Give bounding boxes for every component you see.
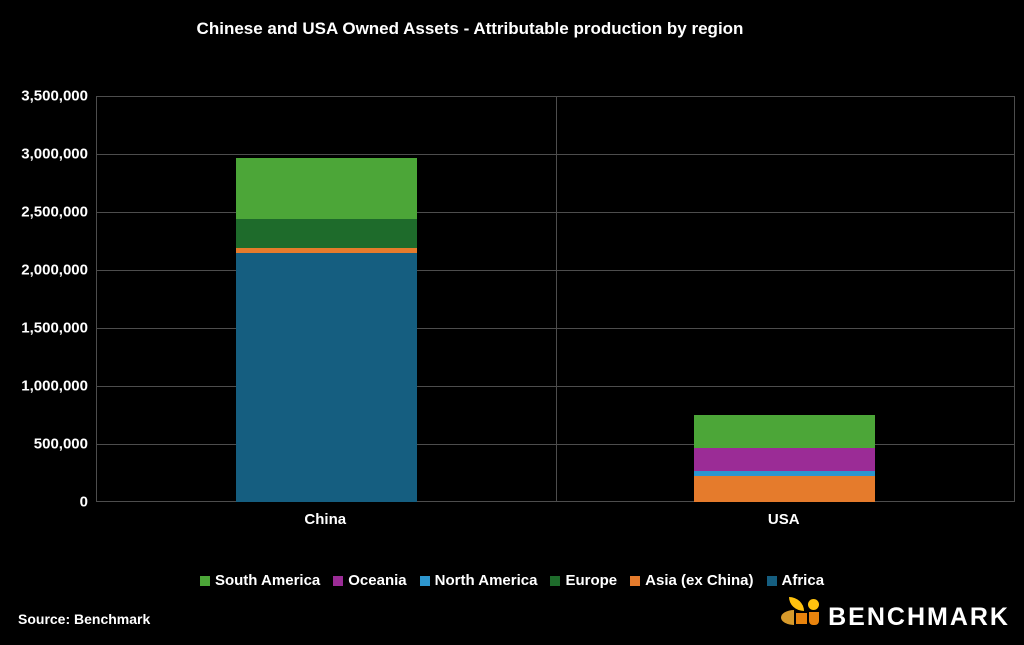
y-axis-tick-label: 0 — [79, 493, 88, 511]
bar-segment-europe — [236, 218, 417, 248]
x-axis: China USA — [96, 511, 1013, 533]
logo-stem-shape — [809, 612, 820, 625]
legend-swatch-south-america — [199, 575, 210, 586]
source-text: Source: Benchmark — [18, 611, 151, 627]
gridline — [97, 154, 1014, 155]
logo-half-shape — [781, 610, 795, 625]
bar-segment-south-america — [694, 415, 875, 449]
legend-label: Oceania — [348, 572, 407, 589]
bar-usa — [694, 96, 875, 502]
legend-item-oceania: Oceania — [333, 572, 407, 589]
y-axis-tick-label: 2,000,000 — [21, 261, 88, 279]
legend-swatch-asia-ex-china — [630, 575, 641, 586]
legend-label: Asia (ex China) — [645, 572, 754, 589]
legend-label: Africa — [781, 572, 825, 589]
logo-square-shape — [796, 613, 808, 624]
bar-segment-south-america — [236, 158, 417, 219]
y-axis-tick-label: 1,500,000 — [21, 319, 88, 337]
benchmark-logo-text: BENCHMARK — [828, 602, 1010, 631]
y-axis-tick-label: 500,000 — [33, 435, 88, 453]
legend-item-europe: Europe — [550, 572, 617, 589]
benchmark-logo: BENCHMARK — [781, 596, 1010, 638]
legend-label: South America — [214, 572, 321, 589]
gridline — [97, 328, 1014, 329]
chart-title: Chinese and USA Owned Assets - Attributa… — [196, 19, 744, 38]
legend-swatch-north-america — [419, 575, 430, 586]
legend-swatch-africa — [766, 575, 777, 586]
bar-segment-asia-ex-china — [694, 475, 875, 502]
y-axis-tick-label: 3,000,000 — [21, 145, 88, 163]
logo-dot-shape — [808, 599, 820, 610]
gridline — [97, 96, 1014, 97]
gridline — [97, 212, 1014, 213]
x-axis-label-china: China — [304, 511, 347, 528]
bar-segment-north-america — [694, 471, 875, 476]
legend-swatch-oceania — [333, 575, 344, 586]
y-axis-tick-label: 2,500,000 — [21, 203, 88, 221]
y-axis: 3,500,000 3,000,000 2,500,000 2,000,000 1,50… — [0, 88, 88, 511]
legend-label: Europe — [565, 572, 618, 589]
gridline — [97, 270, 1014, 271]
bar-segment-asia-ex-china — [236, 247, 417, 253]
benchmark-logo-icon — [781, 596, 821, 638]
x-axis-label-usa: USA — [767, 511, 800, 528]
y-axis-tick-label: 3,500,000 — [21, 87, 88, 105]
plot-area — [96, 96, 1015, 502]
gridline — [97, 386, 1014, 387]
legend: South America Oceania North America Europe A… — [0, 572, 1024, 589]
category-separator-line — [556, 96, 557, 502]
legend-item-north-america: North America — [419, 572, 538, 589]
legend-item-africa: Africa — [766, 572, 825, 589]
bar-segment-oceania — [694, 448, 875, 472]
legend-label: North America — [434, 572, 538, 589]
gridline — [97, 501, 1014, 502]
gridline — [97, 444, 1014, 445]
bar-china — [236, 96, 417, 502]
y-axis-tick-label: 1,000,000 — [21, 377, 88, 395]
legend-item-south-america: South America — [199, 572, 321, 589]
bar-segment-africa — [236, 252, 417, 502]
legend-swatch-europe — [550, 575, 561, 586]
legend-item-asia-ex-china: Asia (ex China) — [630, 572, 754, 589]
logo-leaf-shape — [789, 597, 805, 611]
